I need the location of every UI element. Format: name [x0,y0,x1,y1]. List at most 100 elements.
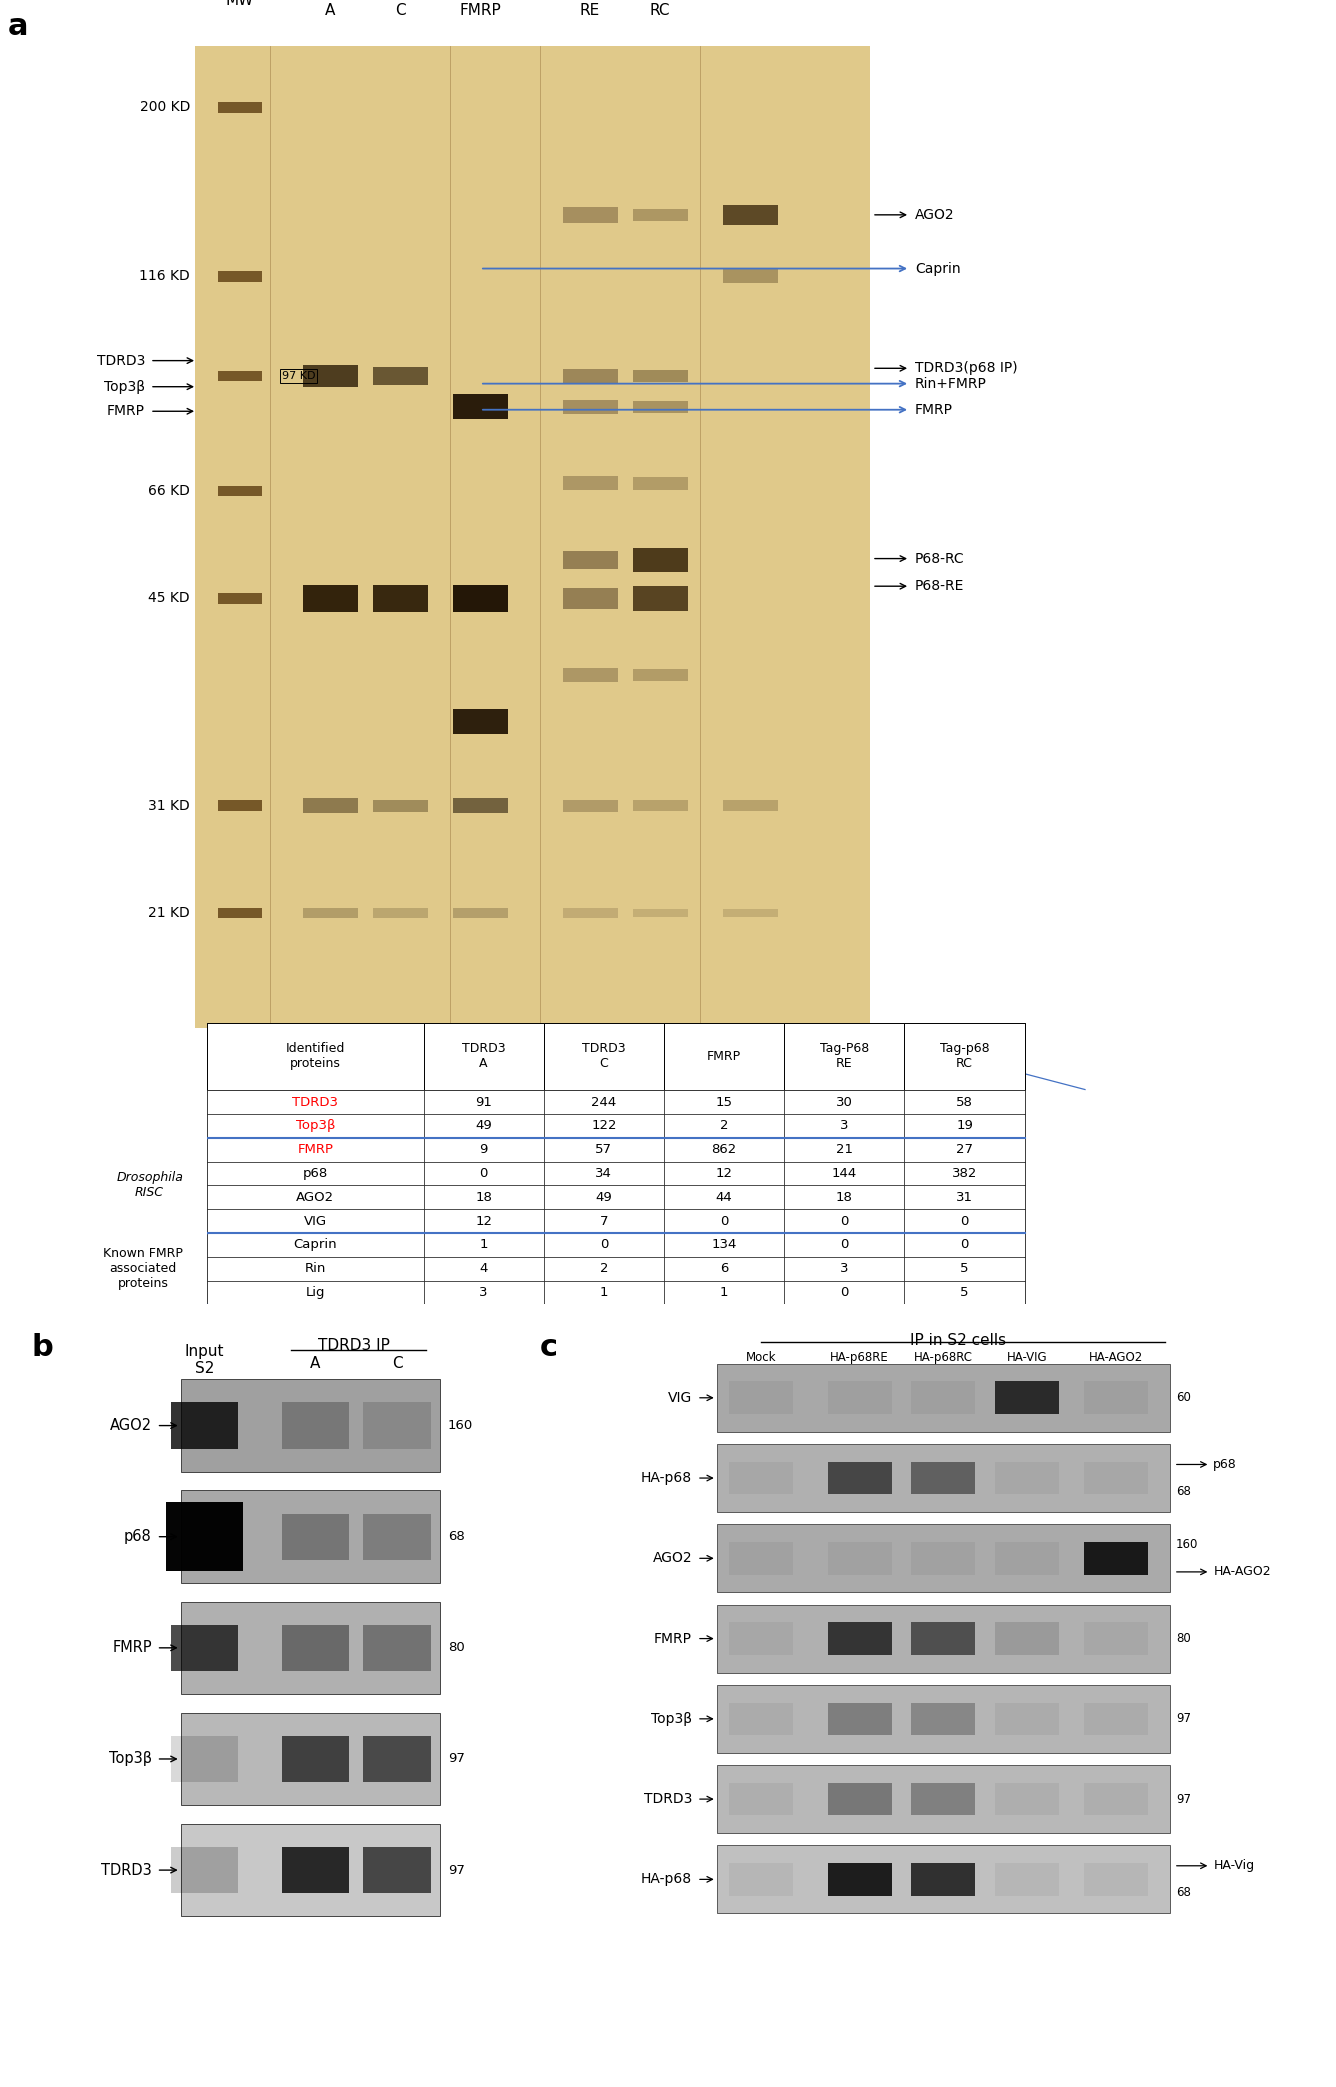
Bar [207,1233,424,1256]
Bar [827,1703,891,1734]
Bar [373,799,428,812]
Bar [363,1402,430,1448]
Text: 15: 15 [716,1096,732,1108]
Text: 97: 97 [1176,1711,1190,1726]
Text: 0: 0 [840,1286,848,1298]
Bar [995,1461,1059,1494]
Text: 12: 12 [716,1167,732,1179]
Text: 144: 144 [832,1167,856,1179]
Bar [784,1185,904,1208]
Text: 0: 0 [961,1215,969,1227]
Text: Top3β: Top3β [651,1711,692,1726]
Text: 31: 31 [957,1192,973,1204]
Bar [218,799,262,812]
Bar [180,1824,441,1916]
Bar [827,1864,891,1895]
Bar [544,1185,664,1208]
Bar [562,401,617,413]
Text: 0: 0 [840,1238,848,1252]
Text: AGO2: AGO2 [297,1192,334,1204]
Bar [544,1162,664,1185]
Bar [180,1713,441,1805]
Bar [904,1208,1025,1233]
Text: p68: p68 [1213,1459,1237,1471]
Text: TDRD3
A: TDRD3 A [462,1041,505,1071]
Bar [664,1089,784,1114]
Bar [218,271,262,282]
Bar [632,586,688,611]
Bar [218,593,262,603]
Bar [1083,1461,1148,1494]
Bar [282,1513,349,1559]
Text: 57: 57 [596,1144,612,1156]
Bar [716,1766,1170,1832]
Text: 27: 27 [957,1144,973,1156]
Text: FMRP: FMRP [107,405,146,417]
Bar [827,1622,891,1655]
Bar [207,1089,424,1114]
Bar [827,1542,891,1574]
Text: Rin: Rin [305,1263,326,1275]
Bar [1083,1542,1148,1574]
Text: TDRD3: TDRD3 [644,1793,692,1805]
Text: 200 KD: 200 KD [140,100,190,115]
Bar [904,1023,1025,1089]
Bar [664,1137,784,1162]
Text: p68: p68 [303,1167,327,1179]
Text: MW: MW [226,0,254,8]
Text: 5: 5 [961,1263,969,1275]
Bar [911,1782,975,1816]
Bar [373,908,428,918]
Bar [171,1624,238,1672]
Text: Known FMRP
associated
proteins: Known FMRP associated proteins [103,1248,183,1290]
Text: Rin+FMRP: Rin+FMRP [915,376,987,390]
Text: 31 KD: 31 KD [148,799,190,812]
Bar [363,1624,430,1672]
Bar [424,1256,544,1281]
Text: A: A [325,4,335,19]
Bar [562,551,617,570]
Text: 91: 91 [476,1096,492,1108]
Text: 160: 160 [448,1419,473,1432]
Text: RC: RC [649,4,671,19]
Text: 1: 1 [480,1238,488,1252]
Text: 0: 0 [600,1238,608,1252]
Bar [562,908,617,918]
Bar [166,1503,243,1572]
Bar [302,365,358,386]
Bar [180,1490,441,1584]
Bar [544,1137,664,1162]
Bar [904,1281,1025,1304]
Bar [904,1233,1025,1256]
Text: TDRD3: TDRD3 [102,1862,152,1878]
Bar [664,1256,784,1281]
Bar [632,478,688,490]
Bar [544,1089,664,1114]
Text: 160: 160 [1176,1538,1198,1551]
Text: HA-p68: HA-p68 [641,1471,692,1486]
Bar [562,799,617,812]
Text: 0: 0 [961,1238,969,1252]
Bar [302,797,358,814]
Bar [911,1622,975,1655]
Bar [424,1233,544,1256]
Bar [282,1847,349,1893]
Bar [664,1185,784,1208]
Bar [424,1023,544,1089]
Text: AGO2: AGO2 [110,1417,152,1434]
Text: 6: 6 [720,1263,728,1275]
Text: 97: 97 [448,1864,465,1876]
Bar [911,1542,975,1574]
Text: 49: 49 [596,1192,612,1204]
Bar [302,908,358,918]
Text: p68: p68 [124,1530,152,1544]
Bar [1083,1782,1148,1816]
Text: Input
S2: Input S2 [184,1344,224,1375]
Bar [995,1864,1059,1895]
Bar [904,1089,1025,1114]
Bar [716,1605,1170,1672]
Text: HA-
AGO2: HA- AGO2 [728,0,772,2]
Bar [218,486,262,497]
Bar [911,1461,975,1494]
Bar [664,1233,784,1256]
